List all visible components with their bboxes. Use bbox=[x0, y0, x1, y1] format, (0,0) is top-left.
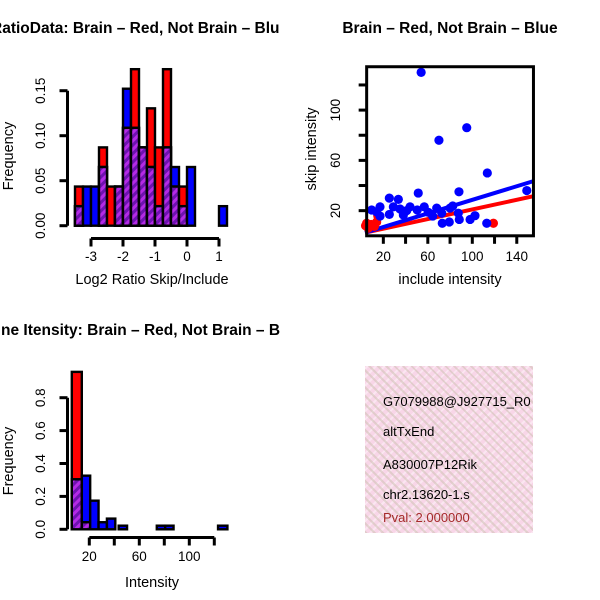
x-tick-label: -2 bbox=[117, 249, 129, 264]
y-tick-label: 0.2 bbox=[33, 487, 48, 506]
x-tick-label: 60 bbox=[132, 549, 147, 564]
y-tick-label: 0.0 bbox=[33, 520, 48, 539]
hist-ratio-xlabel: Log2 Ratio Skip/Include bbox=[75, 272, 229, 288]
blue-scatter-point bbox=[434, 135, 444, 145]
blue-scatter-point bbox=[428, 211, 438, 221]
y-tick-label: 0.10 bbox=[33, 123, 48, 149]
x-tick-label: -1 bbox=[149, 249, 161, 264]
y-tick-label: 20 bbox=[328, 203, 343, 218]
x-tick-label: 100 bbox=[178, 549, 201, 564]
blue-scatter-point bbox=[448, 201, 458, 211]
info-line-event-type: altTxEnd bbox=[383, 424, 435, 439]
hist-ratio-ylabel: Frequency bbox=[1, 121, 17, 191]
blue-scatter-point bbox=[437, 208, 447, 218]
y-tick-label: 100 bbox=[328, 99, 343, 122]
blue-hist-bar bbox=[88, 499, 100, 531]
blue-hist-bar bbox=[163, 524, 175, 531]
blue-scatter-point bbox=[384, 209, 394, 220]
y-tick-label: 0.6 bbox=[33, 421, 48, 440]
blue-scatter-point bbox=[416, 67, 426, 77]
info-line-pval: Pval: 2.000000 bbox=[383, 510, 470, 525]
info-line-locus: chr2.13620-1.s bbox=[383, 487, 470, 502]
y-tick-label: 0.00 bbox=[33, 213, 48, 239]
x-tick-label: -3 bbox=[85, 249, 97, 264]
blue-hist-bar bbox=[97, 521, 109, 531]
x-tick-label: 100 bbox=[461, 249, 484, 264]
x-tick-label: 0 bbox=[183, 249, 191, 264]
y-tick-label: 0.15 bbox=[33, 78, 48, 104]
red-scatter-point bbox=[488, 218, 499, 228]
blue-hist-bar bbox=[185, 165, 197, 227]
y-tick-label: 0.4 bbox=[33, 454, 48, 473]
y-tick-label: 60 bbox=[328, 153, 343, 168]
blue-scatter-point bbox=[454, 187, 464, 197]
blue-scatter-point bbox=[522, 185, 532, 196]
x-tick-label: 20 bbox=[376, 249, 391, 264]
x-tick-label: 60 bbox=[420, 249, 435, 264]
overlap-hist-bar bbox=[80, 521, 92, 531]
blue-hist-bar bbox=[217, 204, 229, 227]
blue-scatter-point bbox=[482, 218, 492, 228]
x-tick-label: 1 bbox=[215, 249, 223, 264]
info-line-gene-id: G7079988@J927715_R0 bbox=[383, 394, 531, 409]
info-line-gene-symbol: A830007P12Rik bbox=[383, 457, 477, 472]
blue-scatter-point bbox=[393, 194, 403, 204]
x-tick-label: 140 bbox=[506, 249, 529, 264]
blue-scatter-point bbox=[454, 214, 464, 225]
x-tick-label: 20 bbox=[82, 549, 97, 564]
blue-hist-bar bbox=[155, 524, 167, 531]
y-tick-label: 0.8 bbox=[33, 388, 48, 407]
blue-scatter-point bbox=[462, 123, 472, 133]
scatter-xlabel: include intensity bbox=[398, 272, 502, 288]
hist-ratio-title-clip: RatioData: Brain – Red, Not Brain – Blu bbox=[0, 20, 300, 44]
y-tick-label: 0.05 bbox=[33, 168, 48, 194]
blue-hist-bar bbox=[105, 517, 117, 531]
blue-scatter-point bbox=[482, 168, 492, 178]
blue-scatter-point bbox=[412, 205, 422, 215]
hist-intensity-ylabel: Frequency bbox=[1, 426, 17, 496]
hist-intensity-title: ne Itensity: Brain – Red, Not Brain – B bbox=[1, 322, 281, 339]
red-fit-line bbox=[364, 194, 534, 235]
blue-hist-bar bbox=[216, 524, 229, 531]
blue-hist-bar bbox=[117, 524, 129, 531]
blue-scatter-point bbox=[437, 218, 447, 228]
blue-scatter-point bbox=[444, 217, 454, 227]
hist-intensity-title-clip: ne Itensity: Brain – Red, Not Brain – B bbox=[0, 322, 320, 346]
blue-scatter-point bbox=[384, 193, 394, 203]
overlap-hist-bar bbox=[70, 478, 84, 531]
blue-scatter-point bbox=[413, 188, 423, 198]
scatter-ylabel: skip intensity bbox=[304, 107, 320, 191]
blue-scatter-point bbox=[470, 211, 480, 221]
hist-intensity-xlabel: Intensity bbox=[125, 575, 179, 591]
blue-scatter-point bbox=[375, 211, 385, 221]
info-box: G7079988@J927715_R0 altTxEnd A830007P12R… bbox=[365, 366, 533, 533]
blue-scatter-point bbox=[402, 206, 412, 216]
hist-ratio-title: RatioData: Brain – Red, Not Brain – Blu bbox=[0, 20, 280, 37]
plot-box bbox=[365, 65, 535, 238]
scatter-title: Brain – Red, Not Brain – Blue bbox=[342, 20, 558, 37]
